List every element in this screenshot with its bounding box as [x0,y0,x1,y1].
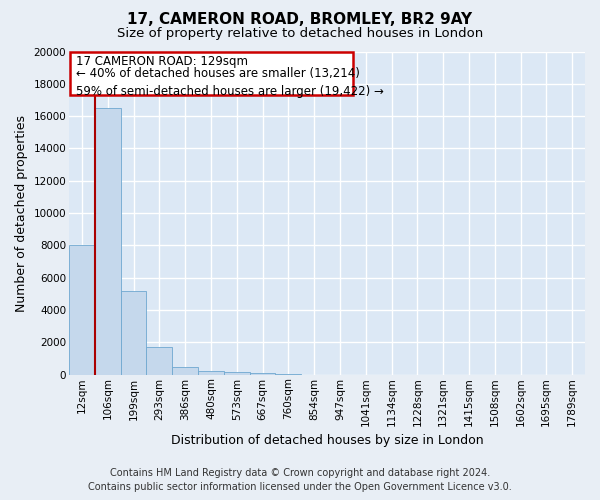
Bar [69,246,95,374]
Text: Size of property relative to detached houses in London: Size of property relative to detached ho… [117,28,483,40]
Bar [172,366,198,374]
Text: Contains HM Land Registry data © Crown copyright and database right 2024.
Contai: Contains HM Land Registry data © Crown c… [88,468,512,492]
Bar [95,108,121,374]
Bar [146,347,172,374]
Bar [224,372,250,374]
Bar [250,373,275,374]
Bar [121,290,146,374]
Text: ← 40% of detached houses are smaller (13,214): ← 40% of detached houses are smaller (13… [76,67,359,80]
Bar [198,371,224,374]
FancyBboxPatch shape [70,52,353,95]
Text: 17, CAMERON ROAD, BROMLEY, BR2 9AY: 17, CAMERON ROAD, BROMLEY, BR2 9AY [127,12,473,28]
Text: 59% of semi-detached houses are larger (19,422) →: 59% of semi-detached houses are larger (… [76,86,383,98]
Text: 17 CAMERON ROAD: 129sqm: 17 CAMERON ROAD: 129sqm [76,54,248,68]
X-axis label: Distribution of detached houses by size in London: Distribution of detached houses by size … [171,434,484,448]
Y-axis label: Number of detached properties: Number of detached properties [15,114,28,312]
